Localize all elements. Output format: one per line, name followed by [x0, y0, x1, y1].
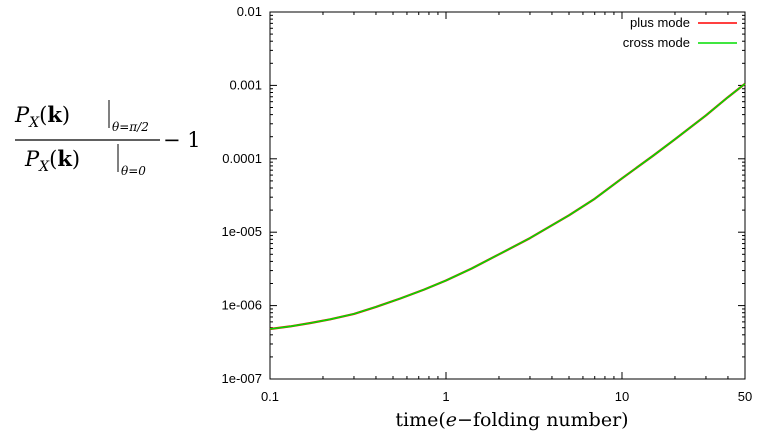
y-tick-label: 1e-005 [222, 224, 262, 239]
y-tick-label: 0.001 [229, 77, 262, 92]
axis-ticks: 0.01 0.001 0.0001 1e-005 1e-006 1e-007 0.1 1 10 5… [222, 4, 753, 404]
legend: plus mode cross mode [623, 15, 737, 50]
legend-label-plus-mode: plus mode [630, 15, 690, 30]
y-tick-label: 1e-007 [222, 371, 262, 386]
x-axis-title: time(e−folding number) [395, 409, 628, 431]
x-tick-label: 10 [615, 389, 629, 404]
x-tick-label: 0.1 [261, 389, 279, 404]
y-tick-label: 0.01 [237, 4, 262, 19]
ylabel-numerator: PX(k) [14, 102, 70, 131]
series-line-plus-mode [269, 82, 746, 331]
legend-label-cross-mode: cross mode [623, 35, 690, 50]
x-tick-label: 50 [738, 389, 752, 404]
svg-text:θ=π/2: θ=π/2 [112, 120, 149, 134]
x-tick-label: 1 [442, 389, 449, 404]
y-tick-label: 0.0001 [222, 151, 262, 166]
series-layer [269, 82, 746, 331]
plot-frame [269, 11, 746, 380]
series-line-cross-mode [269, 83, 746, 330]
y-tick-label: 1e-006 [222, 298, 262, 313]
ylabel-denominator: PX(k) [24, 146, 80, 175]
y-axis-label: PX(k) θ=π/2 PX(k) θ=0 − 1 [14, 100, 201, 178]
svg-text:θ=0: θ=0 [121, 164, 146, 178]
svg-text:− 1: − 1 [163, 128, 201, 152]
